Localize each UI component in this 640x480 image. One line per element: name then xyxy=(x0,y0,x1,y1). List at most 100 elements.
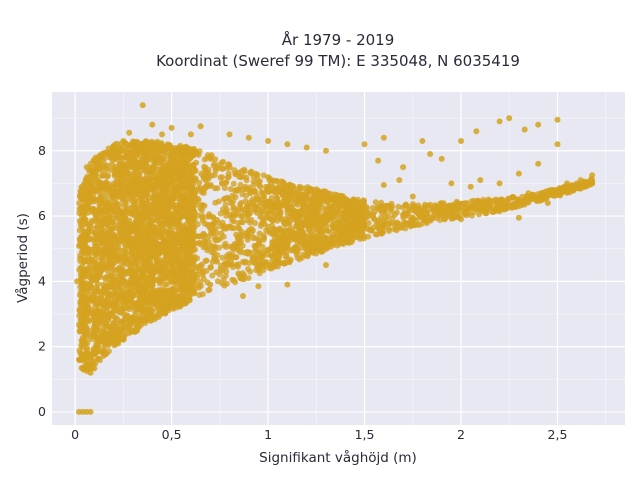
data-point xyxy=(365,220,372,226)
data-point xyxy=(255,179,262,186)
data-point xyxy=(574,183,581,190)
data-point xyxy=(196,179,203,186)
data-point xyxy=(103,179,110,186)
data-point xyxy=(125,324,132,331)
data-point xyxy=(215,198,222,205)
data-point xyxy=(109,226,116,233)
data-point xyxy=(331,224,338,231)
data-point xyxy=(191,209,198,216)
data-point xyxy=(252,207,259,214)
data-point xyxy=(381,203,388,210)
data-point xyxy=(202,185,209,192)
data-point xyxy=(249,227,256,234)
data-point xyxy=(146,268,152,275)
data-point xyxy=(113,202,120,209)
data-points xyxy=(74,102,596,415)
data-point xyxy=(370,211,377,218)
data-point xyxy=(192,149,198,156)
data-point xyxy=(409,201,416,207)
data-point xyxy=(328,196,335,203)
data-point xyxy=(107,273,114,280)
data-point xyxy=(123,170,130,177)
data-point xyxy=(219,174,226,181)
data-point xyxy=(162,275,169,282)
data-point xyxy=(207,156,214,162)
data-point xyxy=(129,148,135,155)
data-point xyxy=(89,309,96,316)
data-point xyxy=(139,223,146,230)
data-point xyxy=(519,193,526,200)
data-point xyxy=(118,309,124,316)
data-point xyxy=(119,260,125,267)
data-point xyxy=(220,276,227,283)
data-point xyxy=(186,184,193,191)
data-point xyxy=(289,232,296,239)
data-point xyxy=(153,256,160,263)
data-point xyxy=(123,249,129,256)
data-point xyxy=(100,287,107,294)
data-point xyxy=(104,296,110,303)
data-point xyxy=(238,206,245,212)
data-point xyxy=(555,186,562,193)
data-point xyxy=(349,233,356,240)
data-point xyxy=(221,282,228,289)
data-point xyxy=(92,255,99,262)
data-point xyxy=(389,204,396,210)
data-point xyxy=(242,183,249,190)
data-point xyxy=(219,254,226,261)
data-point xyxy=(377,207,384,213)
data-point xyxy=(219,180,225,187)
data-point xyxy=(589,177,596,184)
data-point xyxy=(249,196,256,203)
data-point xyxy=(90,169,97,176)
data-point xyxy=(377,214,384,221)
data-point xyxy=(447,205,454,212)
data-point xyxy=(199,202,206,209)
data-point xyxy=(200,244,207,251)
data-point xyxy=(92,230,99,237)
data-point xyxy=(212,237,219,244)
data-point xyxy=(135,191,142,198)
data-point xyxy=(77,236,83,243)
data-point xyxy=(187,246,194,252)
data-point xyxy=(317,229,324,236)
data-point xyxy=(90,236,97,243)
data-point xyxy=(448,215,455,222)
data-point xyxy=(280,228,287,235)
data-point xyxy=(437,207,444,214)
data-point xyxy=(200,232,207,238)
data-point xyxy=(253,172,260,179)
data-point xyxy=(230,206,237,212)
data-point xyxy=(133,237,140,244)
data-point xyxy=(502,206,509,213)
data-point xyxy=(105,250,112,257)
data-point xyxy=(173,304,180,311)
data-point xyxy=(252,220,259,227)
data-point xyxy=(239,168,246,174)
data-point xyxy=(156,204,162,211)
data-point xyxy=(194,201,200,208)
data-point xyxy=(333,236,340,243)
data-point xyxy=(278,216,285,223)
data-point xyxy=(109,292,116,299)
data-point xyxy=(130,300,137,307)
data-point xyxy=(201,156,208,163)
data-point xyxy=(356,233,363,240)
data-point xyxy=(222,240,229,247)
data-point xyxy=(283,259,290,266)
data-point xyxy=(119,333,126,340)
data-point xyxy=(203,257,210,264)
data-point xyxy=(113,307,120,314)
data-point xyxy=(490,209,497,216)
data-point xyxy=(476,211,482,218)
data-point xyxy=(246,184,253,191)
data-point xyxy=(552,192,559,199)
data-point xyxy=(96,357,103,364)
data-point xyxy=(331,202,338,209)
data-point xyxy=(415,222,422,228)
data-point xyxy=(105,255,112,262)
data-point xyxy=(502,197,509,204)
data-point xyxy=(146,299,153,306)
data-point xyxy=(245,275,252,281)
data-point xyxy=(85,186,92,193)
